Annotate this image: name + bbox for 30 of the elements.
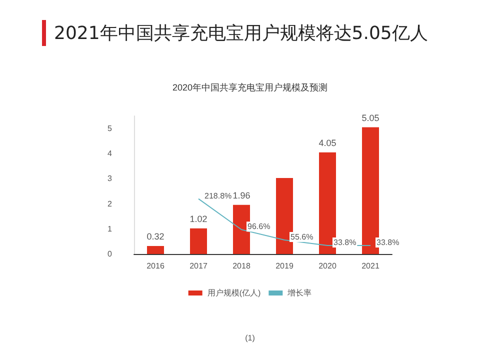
data-label: 1.02 [190, 214, 208, 224]
data-label: 55.6% [290, 232, 314, 242]
legend-label: 用户规模(亿人) [207, 288, 261, 298]
y-tick-label: 0 [108, 250, 113, 258]
x-tick-label: 2016 [146, 262, 165, 270]
bar [276, 178, 293, 254]
data-label: 1.96 [232, 190, 250, 200]
x-tick-label: 2018 [232, 262, 251, 270]
bar [147, 246, 164, 254]
y-tick-label: 3 [108, 174, 113, 184]
data-label: 5.05 [362, 112, 380, 123]
x-tick-label: 2017 [190, 262, 208, 270]
data-label: 33.8% [334, 238, 356, 247]
y-tick-label: 4 [108, 149, 113, 158]
y-tick-label: 5 [108, 124, 113, 134]
data-label: 96.6% [248, 222, 270, 232]
x-tick-label: 2020 [318, 262, 337, 270]
bar [190, 228, 207, 254]
text: (1) [245, 334, 256, 342]
x-tick-label: 2019 [276, 262, 294, 270]
chart-subtitle: 2020年中国共享充电宝用户规模及预测 [172, 82, 328, 92]
x-tick-label: 2021 [362, 262, 380, 270]
data-label: 218.8% [204, 191, 232, 200]
legend-label: 增长率 [286, 288, 312, 298]
data-label: 0.32 [146, 231, 164, 242]
data-label: 4.05 [318, 138, 336, 148]
y-tick-label: 1 [108, 224, 113, 234]
y-tick-label: 2 [108, 199, 113, 208]
data-label: 33.8% [376, 238, 400, 247]
chart-title: 2021年中国共享充电宝用户规模将达5.05亿人 [54, 22, 428, 45]
